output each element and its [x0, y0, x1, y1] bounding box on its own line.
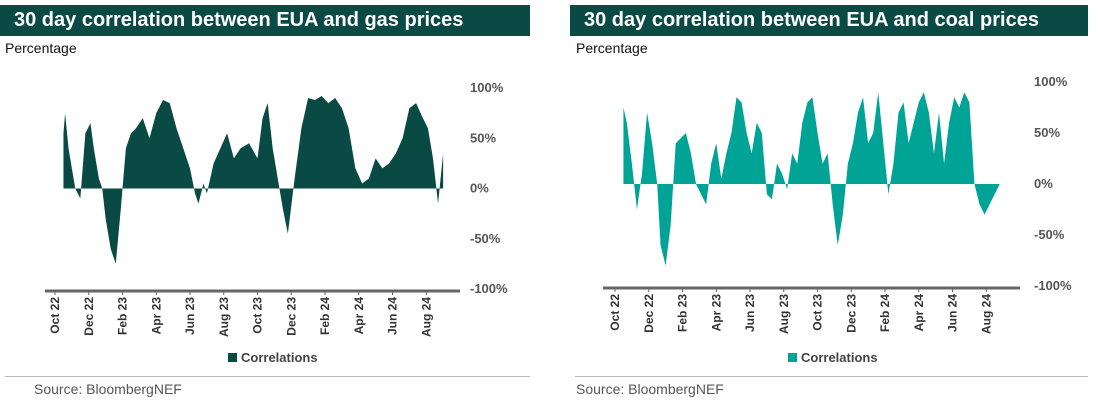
chart-legend: Correlations [228, 350, 318, 365]
chart-title: 30 day correlation between EUA and gas p… [0, 5, 530, 36]
correlation-area [63, 96, 444, 264]
x-tick-label: Jun 23 [743, 294, 757, 332]
x-tick-label: Apr 23 [709, 294, 723, 332]
x-tick-label: Dec 23 [844, 294, 858, 333]
x-tick-label: Aug 23 [777, 294, 791, 334]
x-tick-label: Jun 24 [946, 294, 960, 332]
correlation-area [623, 92, 1005, 266]
gas-correlation-chart: 100% 50% 0% -50% -100% Oct 22 Dec 22 Feb 23 Apr … [45, 80, 508, 337]
source-note: Source: BloombergNEF [34, 381, 182, 397]
x-tick-label: Aug 24 [979, 294, 993, 334]
y-tick-label: 50% [470, 130, 496, 145]
x-tick-label: Feb 24 [318, 297, 332, 335]
source-divider [5, 376, 530, 377]
x-tick-label: Apr 23 [149, 297, 163, 335]
y-tick-label: 50% [1034, 125, 1060, 140]
chart-legend: Correlations [788, 350, 878, 365]
chart-subtitle: Percentage [576, 40, 648, 56]
y-tick-label: -100% [1034, 278, 1072, 293]
x-tick-label: Feb 23 [116, 297, 130, 335]
y-tick-label: 0% [1034, 176, 1053, 191]
y-tick-label: 100% [470, 80, 504, 95]
y-tick-label: 100% [1034, 74, 1068, 89]
x-tick-label: Oct 23 [811, 294, 825, 331]
x-tick-label: Feb 23 [676, 294, 690, 332]
x-tick-label: Oct 22 [608, 294, 622, 331]
legend-label: Correlations [241, 350, 318, 365]
x-tick-label: Dec 23 [284, 297, 298, 336]
x-tick-label: Jun 24 [386, 297, 400, 335]
legend-label: Correlations [801, 350, 878, 365]
source-note: Source: BloombergNEF [576, 381, 724, 397]
chart-title: 30 day correlation between EUA and coal … [570, 5, 1088, 36]
legend-swatch [228, 353, 237, 362]
x-tick-label: Oct 23 [251, 297, 265, 334]
y-tick-label: -50% [1034, 227, 1065, 242]
x-tick-label: Apr 24 [912, 294, 926, 332]
x-tick-label: Jun 23 [183, 297, 197, 335]
x-tick-label: Aug 23 [217, 297, 231, 337]
coal-chart-panel: 30 day correlation between EUA and coal … [570, 0, 1098, 411]
x-tick-label: Feb 24 [878, 294, 892, 332]
y-tick-label: -50% [470, 231, 501, 246]
chart-subtitle: Percentage [5, 40, 77, 56]
x-tick-label: Aug 24 [419, 297, 433, 337]
x-tick-label: Apr 24 [352, 297, 366, 335]
x-tick-label: Dec 22 [82, 297, 96, 336]
gas-chart-panel: 30 day correlation between EUA and gas p… [0, 0, 540, 411]
x-tick-label: Dec 22 [642, 294, 656, 333]
y-tick-label: -100% [470, 281, 508, 296]
x-tick-label: Oct 22 [48, 297, 62, 334]
y-tick-label: 0% [470, 181, 489, 196]
legend-swatch [788, 353, 797, 362]
coal-correlation-chart: 100% 50% 0% -50% -100% Oct 22 Dec 22 Feb 23 Apr … [603, 74, 1072, 334]
source-divider [575, 376, 1088, 377]
